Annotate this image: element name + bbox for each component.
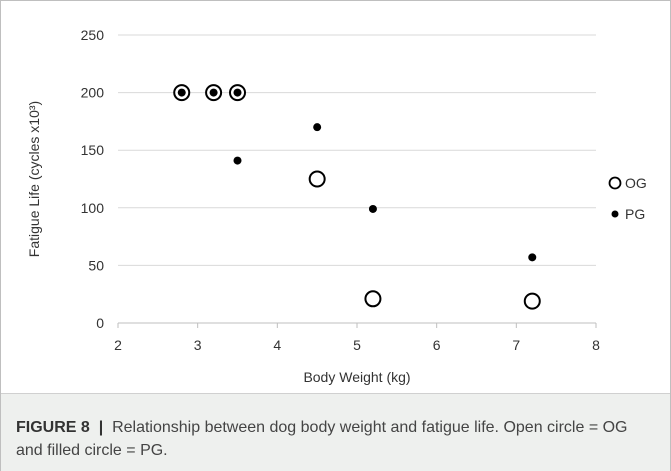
x-tick-label: 8: [592, 337, 600, 353]
pg-data-point: [368, 204, 377, 213]
legend-label-pg: PG: [625, 206, 645, 222]
x-axis-title: Body Weight (kg): [303, 369, 410, 385]
scatter-chart: 0 50 100 150 200 250 2 3 4 5 6 7 8 Body Weight (kg) Fa…: [26, 27, 647, 385]
pg-data-point: [313, 123, 322, 132]
og-data-point: [364, 290, 382, 308]
caption-box: FIGURE 8 | Relationship between dog body…: [1, 393, 670, 471]
y-tick-label: 100: [81, 200, 105, 216]
pg-data-point: [209, 88, 218, 97]
figure-label: FIGURE 8: [16, 419, 90, 436]
x-tick-label: 7: [512, 337, 520, 353]
pg-data-point: [528, 253, 537, 262]
pg-data-point: [233, 156, 242, 165]
legend-marker-pg: [611, 210, 619, 218]
y-tick-label: 250: [81, 27, 105, 43]
figure-caption: FIGURE 8 | Relationship between dog body…: [16, 416, 656, 462]
caption-separator: |: [98, 419, 104, 436]
x-tick-label: 5: [353, 337, 361, 353]
x-tick-label: 2: [114, 337, 122, 353]
y-tick-label: 50: [88, 257, 104, 273]
legend-marker-og: [608, 176, 622, 190]
y-tick-label: 200: [81, 85, 105, 101]
y-tick-label: 0: [96, 315, 104, 331]
plot-area: 0 50 100 150 200 250 2 3 4 5 6 7 8 Body Weight (kg) Fa…: [1, 1, 670, 393]
og-data-point: [308, 170, 326, 188]
pg-data-point: [177, 88, 186, 97]
x-tick-label: 3: [194, 337, 202, 353]
legend-label-og: OG: [625, 175, 647, 191]
x-tick-label: 4: [273, 337, 281, 353]
y-axis-title: Fatigue Life (cycles x10³): [26, 101, 42, 257]
x-tick-label: 6: [433, 337, 441, 353]
og-data-point: [523, 292, 541, 310]
y-tick-label: 150: [81, 142, 105, 158]
caption-text: Relationship between dog body weight and…: [16, 419, 628, 459]
pg-data-point: [233, 88, 242, 97]
